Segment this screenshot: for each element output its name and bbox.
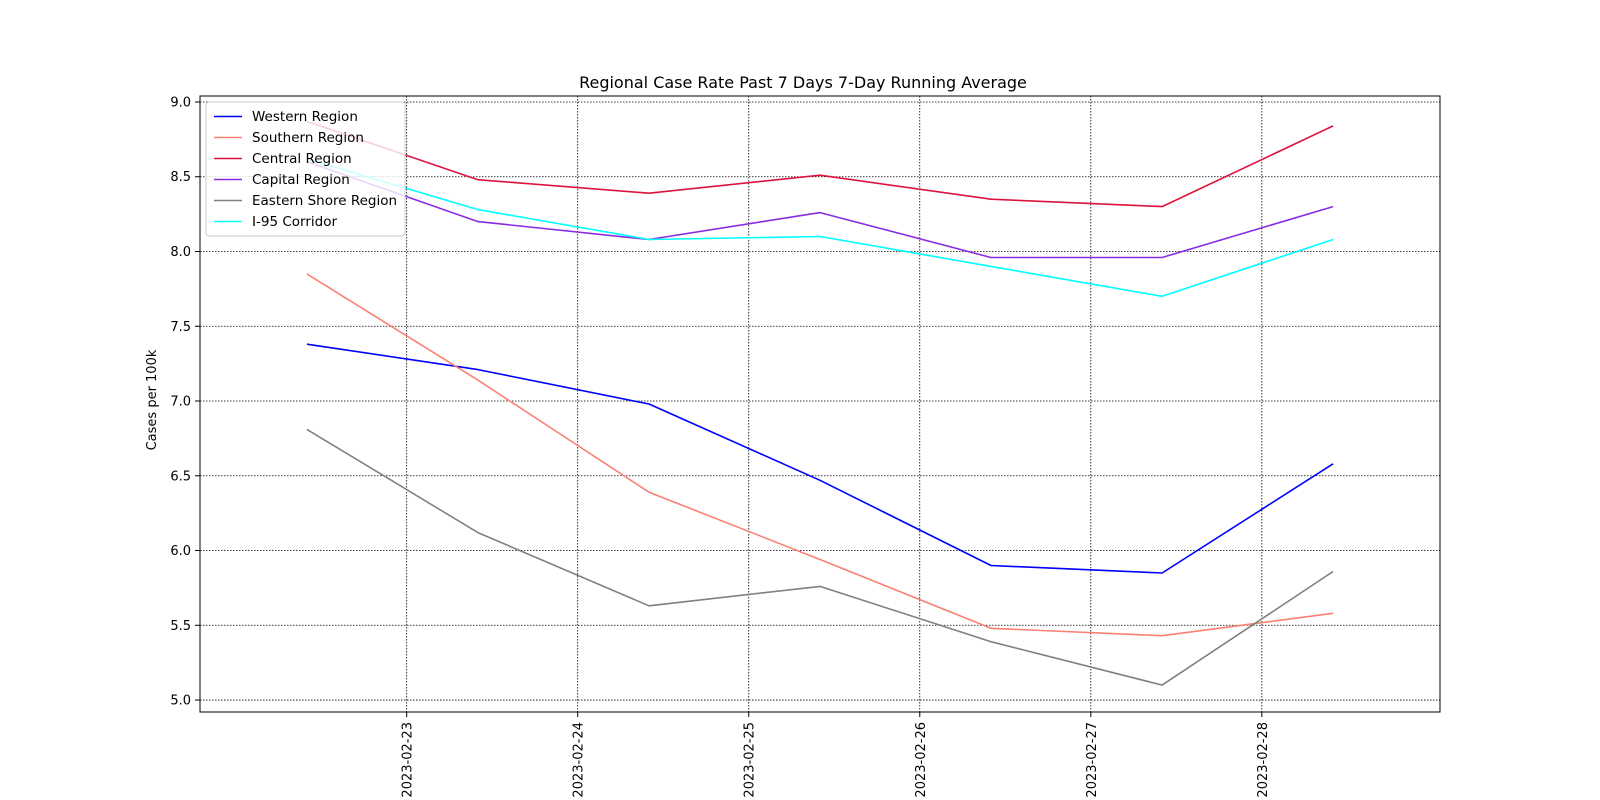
series-line-southern-region [306, 273, 1334, 637]
y-tick-label: 8.5 [170, 170, 191, 185]
y-tick-label: 5.0 [170, 694, 191, 709]
series-line-capital-region [306, 161, 1334, 259]
series-line-eastern-shore-region [306, 428, 1334, 686]
series-line-central-region [306, 120, 1334, 208]
legend: Western Region Southern Region Central Reg… [205, 101, 406, 237]
x-tick-label: 2023-02-23 [401, 722, 416, 798]
x-tick-label: 2023-02-24 [572, 722, 587, 798]
x-tick-label: 2023-02-26 [914, 722, 929, 798]
legend-label-capital-region: Capital Region [252, 172, 350, 188]
chart-title: Regional Case Rate Past 7 Days 7-Day Run… [579, 73, 1027, 92]
series-line-i-95-corridor [306, 158, 1334, 298]
plot-area-frame [199, 95, 1441, 713]
y-tick-label: 6.5 [170, 469, 191, 484]
legend-box [205, 101, 406, 237]
legend-label-eastern-shore-region: Eastern Shore Region [252, 193, 397, 209]
legend-label-central-region: Central Region [252, 151, 352, 167]
y-tick-label: 6.0 [170, 544, 191, 559]
x-tick-label: 2023-02-27 [1085, 722, 1100, 798]
y-tick-label: 8.0 [170, 245, 191, 260]
series-line-western-region [306, 343, 1334, 574]
y-tick-label: 7.0 [170, 395, 191, 410]
legend-label-western-region: Western Region [252, 109, 358, 125]
y-tick-label: 7.5 [170, 320, 191, 335]
y-axis-label: Cases per 100k [145, 349, 160, 450]
x-tick-label: 2023-02-28 [1256, 722, 1271, 798]
legend-label-southern-region: Southern Region [252, 130, 364, 146]
x-tick-label: 2023-02-25 [743, 722, 758, 798]
grid [200, 96, 1440, 712]
legend-label-i-95-corridor: I-95 Corridor [252, 214, 337, 230]
axis-ticks: 5.0 5.5 6.0 6.5 7.0 7.5 8.0 8.5 9.0 2023-02-23 202… [170, 95, 1271, 797]
y-tick-label: 5.5 [170, 619, 191, 634]
y-tick-label: 9.0 [170, 95, 191, 110]
series-lines [306, 120, 1334, 686]
